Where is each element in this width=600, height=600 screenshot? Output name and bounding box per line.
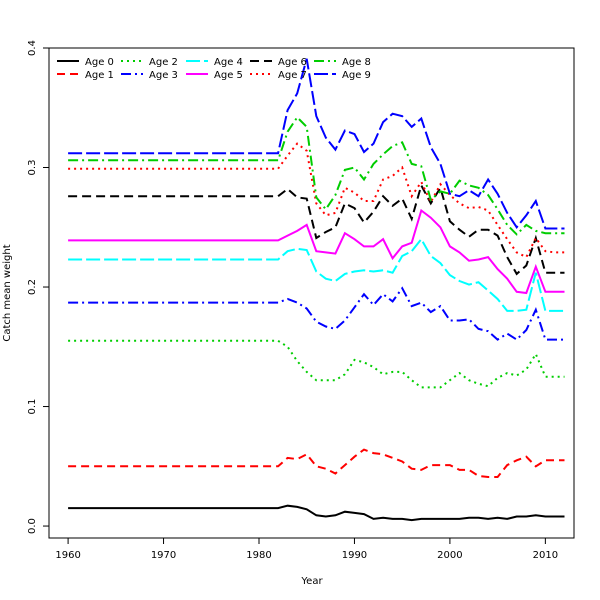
x-tick-label: 1980 xyxy=(246,550,271,561)
x-axis: 1960 1970 1980 1990 2000 2010 xyxy=(55,537,558,561)
series-line-age-9 xyxy=(68,58,565,230)
x-axis-label: Year xyxy=(300,576,323,587)
y-tick-label: 0.4 xyxy=(27,40,38,56)
legend-label: Age 3 xyxy=(149,70,178,81)
y-tick-label: 0.0 xyxy=(27,518,38,534)
legend-label: Age 1 xyxy=(85,70,114,81)
legend: Age 0 Age 1 Age 2 Age 3 Age 4 Age 5 Age 6 Age 7… xyxy=(57,57,371,81)
legend-label: Age 6 xyxy=(278,57,307,68)
x-tick-label: 2010 xyxy=(533,550,558,561)
x-tick-label: 2000 xyxy=(437,550,462,561)
legend-label: Age 9 xyxy=(342,70,371,81)
x-tick-label: 1960 xyxy=(55,550,80,561)
y-tick-label: 0.1 xyxy=(27,399,38,415)
series-line-age-1 xyxy=(68,448,565,478)
legend-label: Age 4 xyxy=(214,57,243,68)
series-line-age-7 xyxy=(68,142,565,259)
x-tick-label: 1990 xyxy=(342,550,367,561)
series-line-age-4 xyxy=(68,237,565,312)
y-tick-label: 0.2 xyxy=(27,279,38,295)
series-line-age-5 xyxy=(68,208,565,295)
y-axis: 0.0 0.1 0.2 0.3 0.4 xyxy=(27,40,50,534)
legend-label: Age 8 xyxy=(342,57,371,68)
x-tick-label: 1970 xyxy=(151,550,176,561)
legend-label: Age 2 xyxy=(149,57,178,68)
legend-label: Age 5 xyxy=(214,70,243,81)
y-tick-label: 0.3 xyxy=(27,160,38,176)
series-line-age-3 xyxy=(68,286,565,341)
series-line-age-2 xyxy=(68,339,565,389)
y-axis-label: Catch mean weight xyxy=(2,244,13,341)
series-line-age-0 xyxy=(68,504,565,522)
legend-label: Age 0 xyxy=(85,57,114,68)
series-lines xyxy=(68,58,565,522)
series-line-age-8 xyxy=(68,115,565,236)
series-line-age-6 xyxy=(68,182,565,276)
legend-label: Age 7 xyxy=(278,70,307,81)
